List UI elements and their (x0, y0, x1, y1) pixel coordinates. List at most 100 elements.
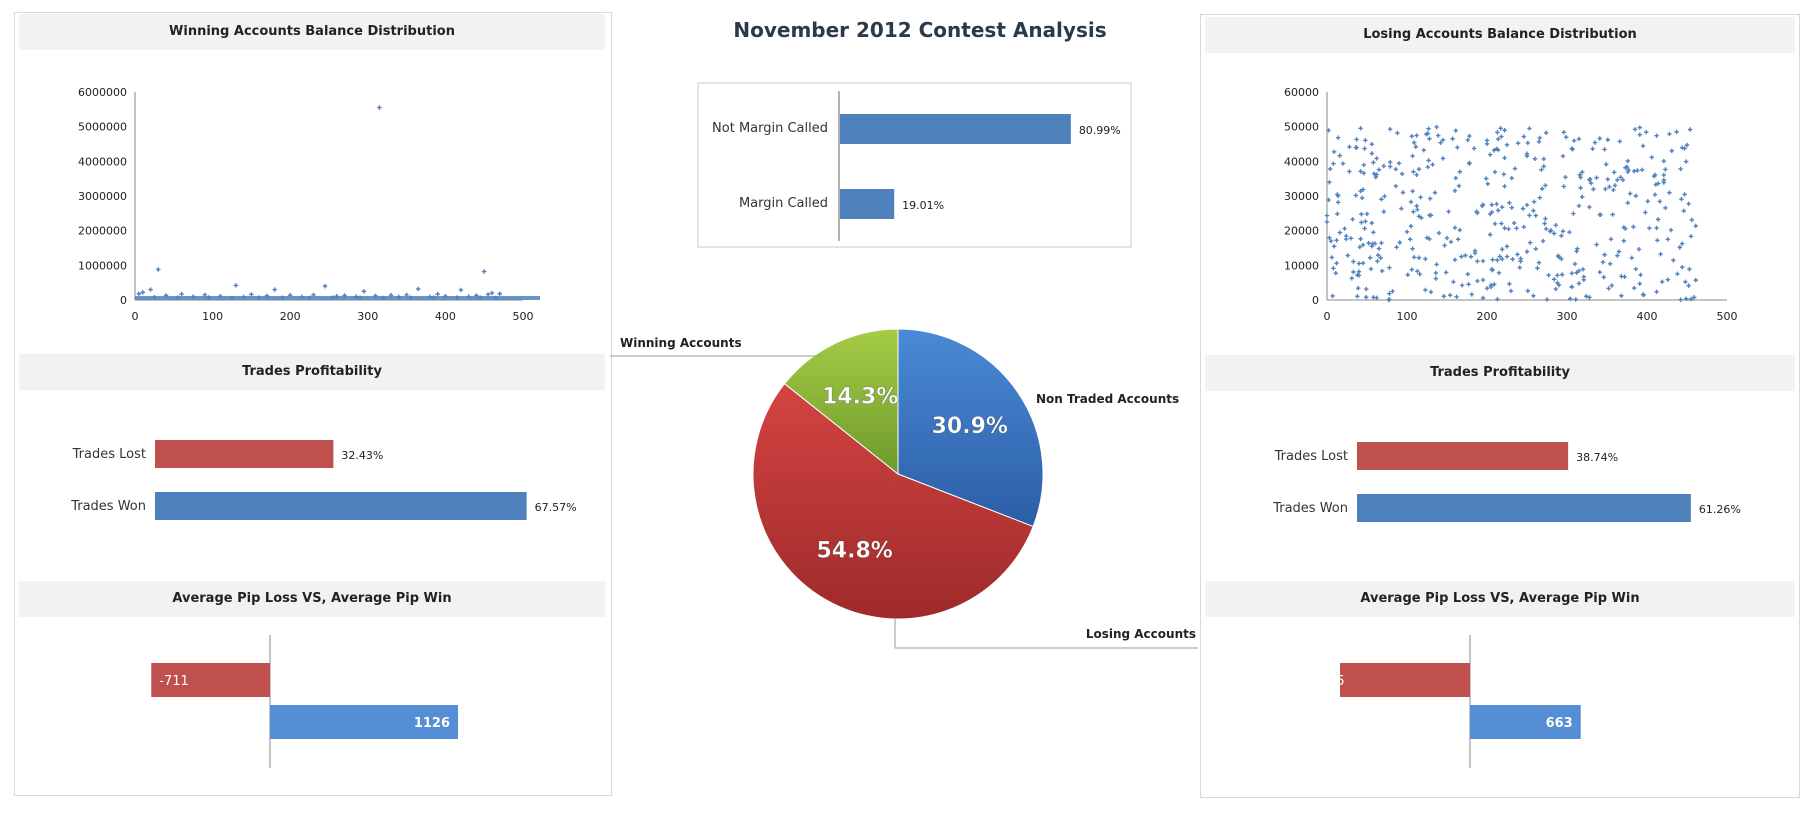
data-point (1580, 267, 1586, 272)
y-tick-label: 60000 (1284, 86, 1319, 99)
data-point (1496, 270, 1502, 276)
data-point (1394, 245, 1399, 250)
data-point (1684, 296, 1689, 301)
data-point (1426, 158, 1431, 163)
data-point (1497, 254, 1502, 259)
data-point (1393, 183, 1398, 189)
data-point (1430, 162, 1435, 167)
data-point (1625, 169, 1630, 175)
data-point (1371, 295, 1376, 300)
x-tick-label: 200 (280, 310, 301, 323)
data-point (1502, 184, 1507, 189)
data-point (1342, 226, 1347, 231)
loss-bar (1340, 663, 1470, 697)
data-point (1500, 247, 1505, 252)
data-point (1400, 190, 1406, 195)
data-point (1576, 136, 1582, 142)
data-point (361, 289, 367, 294)
data-point (1682, 192, 1687, 197)
y-tick-label: 1000000 (78, 259, 127, 272)
data-point (1426, 126, 1431, 131)
data-point (1625, 200, 1630, 206)
data-point (1488, 232, 1493, 237)
data-point (1671, 258, 1676, 263)
data-point (1575, 246, 1580, 251)
data-point (1567, 229, 1572, 235)
data-point (1414, 172, 1419, 177)
data-point (1480, 295, 1486, 301)
data-point (1603, 186, 1608, 192)
data-point (1409, 267, 1414, 272)
data-point (272, 287, 277, 292)
data-point (1456, 183, 1462, 189)
winning-balance-header: Winning Accounts Balance Distribution (19, 14, 605, 50)
data-point (1371, 230, 1376, 235)
data-point (1569, 284, 1574, 290)
data-point (1366, 240, 1371, 246)
data-point (1434, 124, 1439, 130)
data-point (1409, 134, 1414, 139)
data-point (1372, 171, 1377, 176)
data-point (1379, 240, 1384, 246)
data-point (1467, 133, 1472, 139)
win-bar (1470, 705, 1581, 739)
data-point (148, 287, 153, 292)
data-point (1532, 156, 1538, 161)
data-point (1469, 292, 1474, 297)
data-point (1668, 227, 1674, 233)
data-point (1631, 224, 1636, 230)
data-point (1345, 253, 1350, 258)
data-point (1496, 136, 1501, 142)
data-point (1544, 130, 1549, 135)
bar (840, 189, 895, 219)
bar (155, 492, 527, 520)
data-point (1632, 127, 1638, 132)
data-point (1555, 273, 1560, 278)
data-point (1693, 223, 1698, 229)
data-point (1326, 197, 1331, 203)
data-point (1489, 267, 1494, 272)
data-point (1368, 266, 1374, 272)
data-point (1620, 177, 1626, 183)
data-point (1324, 213, 1330, 218)
data-point (1628, 191, 1633, 196)
x-tick-label: 200 (1477, 310, 1498, 323)
data-point (1544, 226, 1549, 231)
data-point (1411, 169, 1416, 174)
category-label: Trades Lost (72, 447, 146, 462)
data-point (1344, 236, 1349, 242)
data-point (1644, 129, 1649, 135)
data-point (1379, 197, 1384, 202)
data-point (1418, 195, 1423, 200)
data-point (1372, 241, 1378, 246)
data-point (1441, 294, 1446, 299)
data-point (1681, 208, 1686, 214)
data-point (1552, 231, 1557, 236)
data-point (1371, 160, 1376, 165)
data-point (1332, 149, 1337, 154)
data-point (1499, 134, 1504, 139)
data-point (1532, 199, 1537, 204)
data-point (1635, 168, 1640, 173)
data-point (1432, 190, 1438, 195)
data-point (1563, 174, 1568, 180)
data-point (1489, 202, 1494, 207)
data-point (1400, 171, 1405, 176)
data-point (1637, 281, 1642, 286)
data-point (1388, 126, 1393, 132)
x-tick-label: 400 (435, 310, 456, 323)
data-point (1362, 146, 1367, 151)
data-point (1484, 176, 1489, 181)
data-point (1584, 294, 1589, 299)
data-point (1624, 164, 1630, 170)
data-point (1684, 159, 1689, 164)
data-point (1466, 282, 1471, 287)
data-point (1594, 242, 1599, 247)
data-point (1453, 128, 1458, 133)
data-point (1637, 125, 1642, 130)
data-point (1618, 175, 1623, 180)
data-point (1361, 162, 1366, 168)
data-point (1531, 293, 1536, 299)
legend-non-traded: Non Traded Accounts (1036, 392, 1179, 406)
data-point (1542, 221, 1547, 226)
